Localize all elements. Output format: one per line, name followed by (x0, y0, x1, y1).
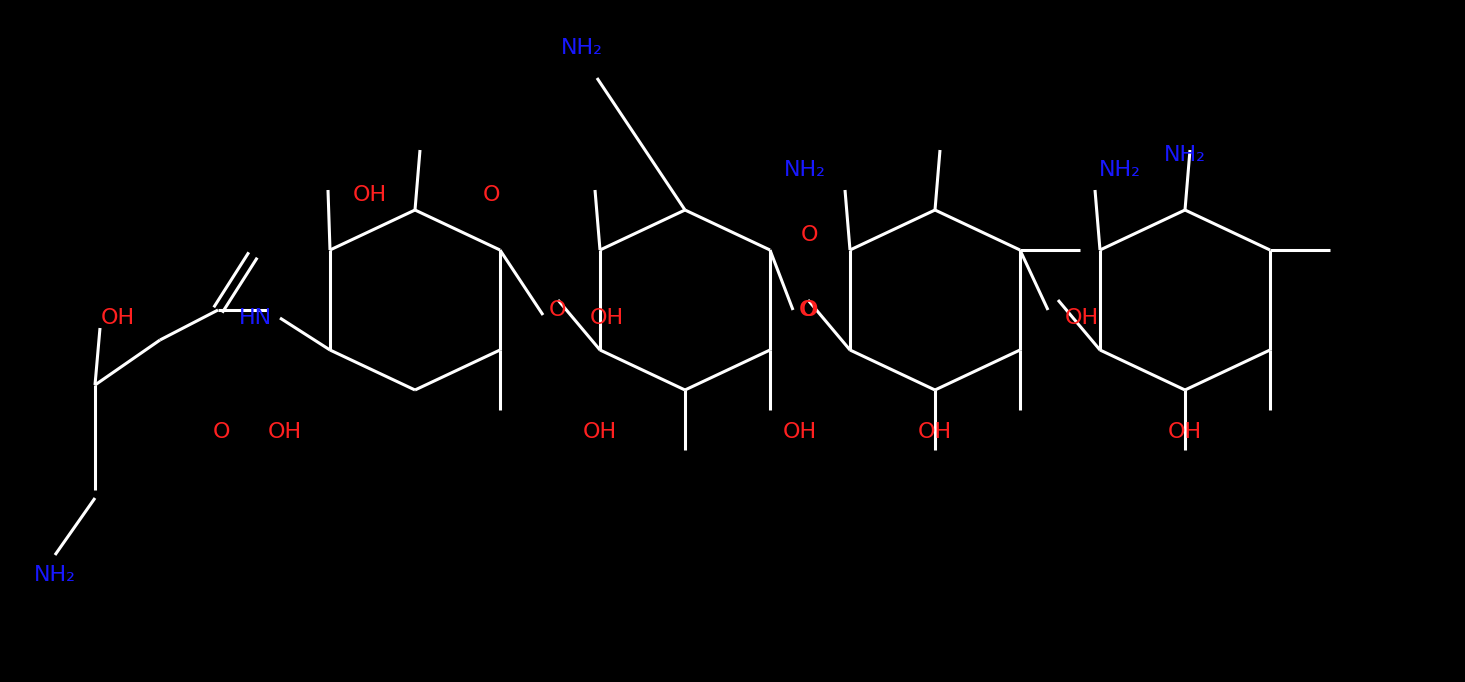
Text: O: O (801, 225, 819, 245)
Text: HN: HN (239, 308, 271, 328)
Text: OH: OH (101, 308, 135, 328)
Text: O: O (801, 300, 819, 320)
Text: NH₂: NH₂ (1165, 145, 1206, 165)
Text: NH₂: NH₂ (1099, 160, 1141, 180)
Text: NH₂: NH₂ (561, 38, 604, 58)
Text: OH: OH (583, 422, 617, 442)
Text: OH: OH (268, 422, 302, 442)
Text: OH: OH (590, 308, 624, 328)
Text: O: O (800, 300, 817, 320)
Text: NH₂: NH₂ (784, 160, 826, 180)
Text: OH: OH (353, 185, 387, 205)
Text: OH: OH (1168, 422, 1203, 442)
Text: NH₂: NH₂ (34, 565, 76, 585)
Text: O: O (483, 185, 501, 205)
Text: OH: OH (782, 422, 817, 442)
Text: O: O (214, 422, 231, 442)
Text: OH: OH (1065, 308, 1099, 328)
Text: O: O (549, 300, 567, 320)
Text: OH: OH (919, 422, 952, 442)
